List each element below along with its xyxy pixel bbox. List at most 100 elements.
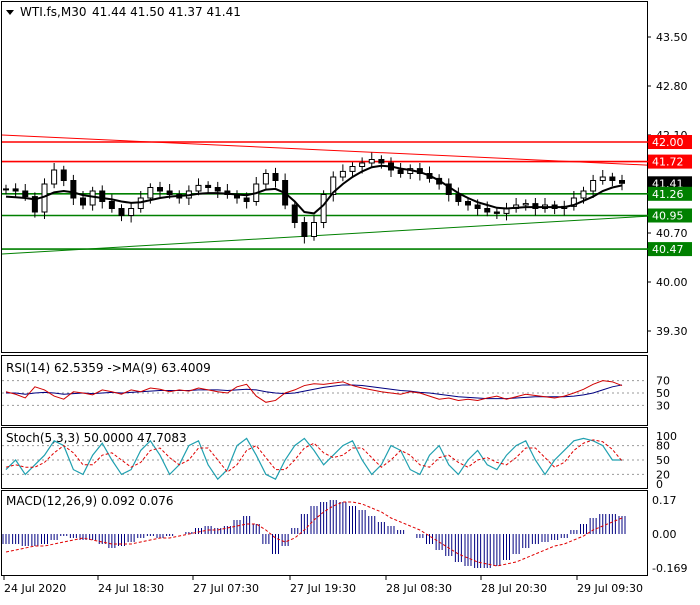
level-tag	[648, 186, 692, 201]
time-tick-label: 24 Jul 18:30	[98, 582, 164, 595]
rsi-panel-frame	[1, 355, 648, 426]
candle-body	[532, 203, 539, 210]
stoch-signal-line	[5, 439, 623, 473]
level-tag	[648, 242, 692, 257]
candle-body	[359, 162, 366, 167]
candle-body	[108, 201, 115, 209]
candle-body	[311, 222, 317, 237]
candle-body	[378, 159, 385, 164]
time-tick-label: 28 Jul 08:30	[386, 582, 452, 595]
candle-body	[522, 203, 529, 206]
candle-body	[51, 169, 58, 185]
trendline	[1, 134, 648, 166]
price-tick-label: 40.00	[656, 276, 688, 289]
level-tag-label: 41.26	[652, 188, 684, 201]
rsi-line	[5, 380, 623, 403]
level-tag-label: 41.72	[652, 156, 684, 169]
rsi-tick-label: 30	[656, 399, 670, 412]
candle-body	[195, 184, 202, 192]
candle-body	[99, 190, 106, 202]
price-tick-label: 43.50	[656, 31, 688, 44]
macd-panel-frame	[1, 490, 648, 576]
candle-body	[291, 204, 298, 223]
stoch-tick-label: 50	[656, 454, 670, 467]
macd-title: MACD(12,26,9) 0.092 0.076	[6, 494, 173, 508]
price-tick-label: 39.30	[656, 325, 688, 338]
candle-body	[455, 194, 462, 202]
candle-body	[493, 211, 500, 214]
stoch-tick-label: 0	[656, 478, 663, 491]
macd-plot: 0.17 0.00 -0.169	[2, 494, 687, 575]
stoch-panel-frame	[1, 427, 648, 489]
candle-body	[619, 180, 625, 184]
candle-body	[272, 173, 279, 181]
ohlc-values: 41.44 41.50 41.37 41.41	[92, 5, 241, 19]
candle-body	[599, 176, 606, 181]
price-panel-frame	[1, 1, 648, 353]
level-tag-label: 40.95	[652, 210, 684, 223]
symbol-label: WTI.fs,M30	[20, 5, 86, 19]
candle-body	[205, 184, 212, 188]
candle-body	[214, 187, 221, 192]
level-tag-label: 40.47	[652, 243, 684, 256]
candle-body	[349, 166, 356, 172]
rsi-ma-line	[6, 384, 623, 400]
candle-body	[60, 169, 67, 181]
symbol-dropdown-icon[interactable]	[6, 10, 14, 15]
candle-body	[243, 197, 250, 202]
candle-body	[262, 173, 269, 185]
level-tag-label: 42.00	[652, 136, 684, 149]
macd-tick-label: -0.169	[652, 562, 687, 575]
candle-body	[580, 190, 587, 199]
price-tick-label: 42.80	[656, 80, 688, 93]
candle-body	[465, 201, 471, 206]
candle-body	[147, 187, 154, 199]
candle-body	[301, 222, 308, 237]
candle-body	[3, 188, 9, 191]
candle-body	[397, 169, 404, 174]
candle-body	[22, 190, 29, 198]
macd-signal-line	[5, 501, 623, 567]
candle-body	[128, 208, 135, 216]
level-tag	[648, 135, 692, 149]
candle-body	[157, 187, 163, 192]
level-tag	[648, 154, 692, 169]
candle-body	[570, 197, 577, 207]
candle-body	[166, 190, 173, 195]
candle-body	[320, 194, 327, 223]
candle-body	[89, 190, 96, 206]
level-tag	[648, 208, 692, 223]
stoch-tick-label: 100	[656, 430, 677, 443]
rsi-title: RSI(14) 62.5359 ->MA(9) 63.4009	[6, 361, 211, 375]
rsi-tick-label: 50	[656, 387, 670, 400]
time-tick-label: 29 Jul 09:30	[577, 582, 643, 595]
time-tick-label: 27 Jul 19:30	[290, 582, 356, 595]
macd-tick-label: 0.00	[652, 528, 677, 541]
macd-tick-label: 0.17	[652, 494, 677, 507]
stoch-tick-label: 20	[656, 468, 670, 481]
time-axis: 24 Jul 2020 24 Jul 18:30 27 Jul 07:30 27 Ju…	[3, 576, 643, 595]
candle-body	[31, 196, 38, 213]
candle-body	[339, 170, 346, 178]
candle-body	[609, 176, 616, 181]
candle-body	[330, 176, 337, 195]
candle-body	[484, 208, 491, 213]
candle-body	[12, 188, 19, 192]
stoch-title: Stoch(5,3,3) 50.0000 47.7083	[6, 431, 187, 445]
stoch-tick-label: 80	[656, 440, 670, 453]
price-plot: 43.5042.8042.1041.4040.7040.0039.3042.00…	[1, 31, 692, 338]
trendline	[1, 215, 648, 255]
candle-body	[118, 208, 125, 216]
candle-body	[474, 204, 481, 209]
time-tick-label: 27 Jul 07:30	[193, 582, 259, 595]
candle-body	[70, 180, 77, 199]
rsi-tick-label: 70	[656, 375, 670, 388]
candle-body	[368, 159, 375, 164]
time-tick-label: 24 Jul 2020	[4, 582, 66, 595]
candle-body	[80, 197, 86, 206]
time-tick-label: 28 Jul 20:30	[481, 582, 547, 595]
